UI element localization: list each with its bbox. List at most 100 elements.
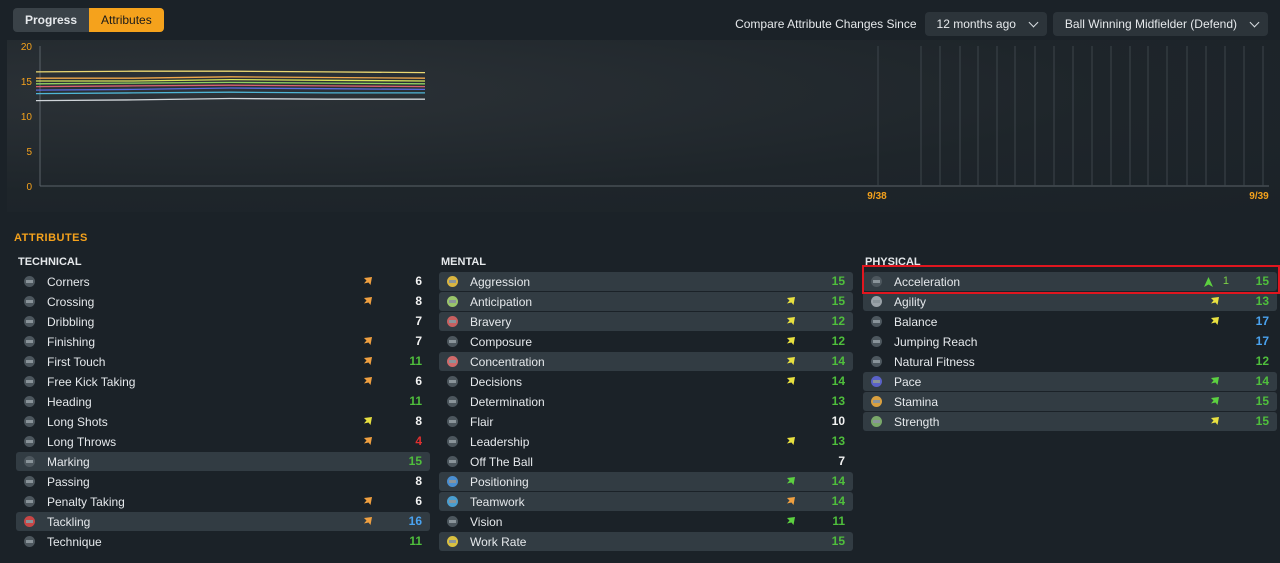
attribute-row[interactable]: Flair 10 [439,412,853,431]
attribute-row[interactable]: Long Shots 8 [16,412,430,431]
attribute-row[interactable]: Agility 13 [863,292,1277,311]
attribute-change: 1 [1222,275,1229,287]
attribute-circle-icon [871,356,882,367]
attribute-row[interactable]: Bravery 12 [439,312,853,331]
mental-column: MENTAL Aggression 15 Anticipation 15 Bravery… [439,256,853,552]
physical-list: Acceleration 1 15 Agility 13 Balance 17 Jumping… [863,272,1277,431]
attribute-row[interactable]: Stamina 15 [863,392,1277,411]
attribute-row[interactable]: Decisions 14 [439,372,853,391]
physical-column: PHYSICAL Acceleration 1 15 Agility 13 Balance… [863,256,1277,432]
attribute-row[interactable]: Concentration 14 [439,352,853,371]
attribute-circle-icon [447,276,458,287]
attribute-value: 15 [1255,414,1269,428]
attribute-row[interactable]: Balance 17 [863,312,1277,331]
attribute-row[interactable]: Positioning 14 [439,472,853,491]
attribute-name: First Touch [47,355,106,369]
attribute-row[interactable]: Crossing 8 [16,292,430,311]
period-dropdown[interactable]: 12 months ago [924,12,1047,36]
attribute-row[interactable]: Vision 11 [439,512,853,531]
role-dropdown[interactable]: Ball Winning Midfielder (Defend) [1052,12,1268,36]
attribute-row[interactable]: First Touch 11 [16,352,430,371]
compare-label: Compare Attribute Changes Since [735,17,917,31]
attribute-circle-icon [24,376,35,387]
series-line [35,91,425,95]
attribute-row[interactable]: Finishing 7 [16,332,430,351]
attribute-row[interactable]: Jumping Reach 17 [863,332,1277,351]
attribute-row[interactable]: Composure 12 [439,332,853,351]
attribute-name: Marking [47,455,90,469]
attribute-name: Jumping Reach [894,335,978,349]
attribute-name: Determination [470,395,545,409]
attribute-row[interactable]: Long Throws 4 [16,432,430,451]
attribute-name: Decisions [470,375,523,389]
attribute-row[interactable]: Natural Fitness 12 [863,352,1277,371]
physical-title: PHYSICAL [865,256,921,268]
attribute-row[interactable]: Work Rate 15 [439,532,853,551]
attribute-circle-icon [24,396,35,407]
attribute-row[interactable]: Corners 6 [16,272,430,291]
mental-title: MENTAL [441,256,487,268]
attribute-row[interactable]: Dribbling 7 [16,312,430,331]
attribute-name: Bravery [470,315,512,329]
tab-progress[interactable]: Progress [13,8,90,32]
attribute-circle-icon [871,396,882,407]
attribute-row[interactable]: Marking 15 [16,452,430,471]
series-line [36,78,426,82]
technical-title: TECHNICAL [18,256,82,268]
attribute-value: 13 [831,394,845,408]
attribute-row[interactable]: Aggression 15 [439,272,853,291]
attribute-circle-icon [871,416,882,427]
y-tick-label: 5 [26,147,32,158]
attribute-row[interactable]: Penalty Taking 6 [16,492,430,511]
mental-list: Aggression 15 Anticipation 15 Bravery 12 Compo… [439,272,853,551]
y-tick-label: 10 [21,112,33,123]
attribute-row[interactable]: Pace 14 [863,372,1277,391]
attribute-name: Vision [470,515,503,529]
trend-arrow-icon [786,317,795,326]
attribute-name: Teamwork [470,495,525,509]
attribute-name: Leadership [470,435,530,449]
attribute-name: Strength [894,415,940,429]
attribute-name: Heading [47,395,92,409]
attribute-row[interactable]: Acceleration 1 15 [863,272,1277,291]
attribute-value: 15 [831,274,845,288]
attribute-value: 12 [831,334,845,348]
attribute-name: Stamina [894,395,939,409]
attribute-name: Natural Fitness [894,355,975,369]
attribute-value: 16 [408,514,422,528]
attribute-row[interactable]: Heading 11 [16,392,430,411]
attribute-name: Long Throws [47,435,117,449]
attribute-row[interactable]: Strength 15 [863,412,1277,431]
trend-arrow-icon [363,437,372,446]
trend-arrow-icon [786,377,795,386]
attribute-circle-icon [447,336,458,347]
attribute-circle-icon [447,416,458,427]
attribute-circle-icon [447,436,458,447]
trend-arrow-icon [1210,397,1219,406]
attribute-row[interactable]: Free Kick Taking 6 [16,372,430,391]
attribute-value: 8 [415,294,422,308]
attribute-circle-icon [447,316,458,327]
attribute-row[interactable]: Leadership 13 [439,432,853,451]
attribute-row[interactable]: Off The Ball 7 [439,452,853,471]
attribute-value: 15 [1255,394,1269,408]
attribute-row[interactable]: Anticipation 15 [439,292,853,311]
attribute-circle-icon [24,536,35,547]
trend-arrow-icon [1210,417,1219,426]
attribute-name: Crossing [47,295,95,309]
attribute-row[interactable]: Tackling 16 [16,512,430,531]
attribute-name: Technique [47,535,102,549]
attribute-row[interactable]: Technique 11 [16,532,430,551]
y-tick-label: 15 [21,77,33,88]
attribute-name: Dribbling [47,315,95,329]
attribute-value: 14 [831,354,845,368]
attribute-name: Free Kick Taking [47,375,136,389]
attribute-circle-icon [24,496,35,507]
attribute-row[interactable]: Determination 13 [439,392,853,411]
attribute-row[interactable]: Passing 8 [16,472,430,491]
tab-attributes[interactable]: Attributes [89,8,164,32]
attribute-value: 17 [1255,334,1269,348]
attribute-circle-icon [447,396,458,407]
attribute-row[interactable]: Teamwork 14 [439,492,853,511]
attribute-value: 7 [415,334,422,348]
